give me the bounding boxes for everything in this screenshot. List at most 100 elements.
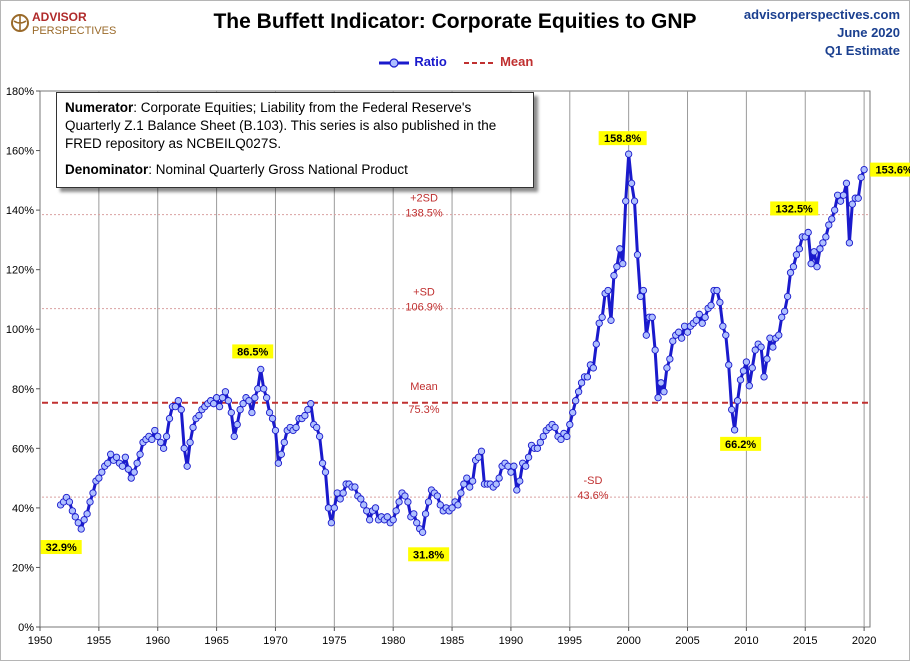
ratio-data-point: [510, 462, 518, 470]
ratio-data-point: [383, 513, 391, 521]
ratio-data-point: [268, 414, 277, 423]
ratio-data-point: [816, 245, 824, 253]
ratio-data-point: [604, 286, 612, 295]
ratio-data-point: [572, 397, 580, 405]
ratio-data-point: [280, 438, 288, 447]
ratio-data-point: [106, 450, 115, 458]
ratio-data-point: [104, 459, 112, 467]
ratio-data-point: [733, 397, 742, 405]
ratio-data-point: [274, 459, 283, 467]
ratio-data-point: [177, 405, 185, 414]
x-tick-label: 1985: [440, 635, 464, 647]
ratio-data-point: [118, 462, 127, 470]
ratio-data-point: [692, 316, 700, 324]
ratio-data-point: [112, 453, 121, 461]
ratio-data-point: [736, 376, 745, 384]
legend: Ratio Mean: [0, 53, 910, 69]
ratio-data-point: [610, 271, 618, 280]
annotation-label: 31.8%: [413, 549, 444, 561]
annotation-label: 66.2%: [725, 439, 756, 451]
ratio-data-point: [854, 194, 862, 202]
ratio-data-point: [795, 245, 804, 253]
reference-line-name: Mean: [410, 381, 438, 393]
annotation-highlight: [870, 162, 910, 177]
numerator-label: Numerator: [65, 100, 134, 115]
ratio-data-point: [763, 355, 771, 363]
ratio-data-point: [154, 432, 162, 441]
ratio-data-point: [492, 480, 500, 488]
ratio-data-point: [227, 408, 235, 417]
ratio-data-point: [633, 251, 642, 259]
ratio-data-point: [98, 468, 106, 476]
ratio-data-point: [598, 313, 606, 321]
ratio-data-point: [395, 498, 403, 506]
ratio-data-point: [162, 432, 171, 441]
ratio-data-point: [507, 468, 515, 476]
y-tick-label: 40%: [12, 503, 34, 515]
brand-top: ADVISOR: [32, 10, 87, 24]
ratio-data-point: [592, 340, 600, 348]
ratio-data-point: [695, 310, 703, 318]
x-tick-label: 1960: [145, 635, 169, 647]
ratio-data-point: [230, 432, 238, 441]
ratio-data-point: [339, 489, 347, 497]
x-tick-label: 1995: [558, 635, 582, 647]
site-url[interactable]: advisorperspectives.com: [743, 7, 900, 22]
ratio-data-point: [157, 438, 165, 447]
ratio-data-point: [719, 322, 727, 330]
ratio-data-point: [713, 286, 721, 295]
ratio-data-point: [301, 411, 309, 420]
ratio-data-point: [133, 459, 141, 467]
ratio-data-point: [533, 444, 542, 452]
ratio-data-point: [65, 498, 74, 506]
ratio-data-point: [825, 221, 833, 229]
ratio-data-point: [845, 239, 854, 247]
ratio-data-point: [239, 400, 247, 408]
reference-line-value: 106.9%: [405, 302, 443, 314]
ratio-data-point: [539, 432, 547, 441]
ratio-data-point: [675, 328, 683, 336]
ratio-data-point: [739, 367, 748, 375]
ratio-data-point: [630, 197, 639, 205]
ratio-data-point: [404, 498, 412, 506]
ratio-data-point: [171, 402, 180, 411]
advisor-perspectives-logo: ADVISOR PERSPECTIVES: [11, 10, 116, 37]
y-tick-label: 120%: [6, 265, 34, 277]
ratio-data-point: [677, 334, 686, 342]
ratio-data-point: [810, 248, 818, 256]
x-tick-label: 2005: [675, 635, 699, 647]
ratio-data-point: [842, 179, 851, 187]
ratio-data-point: [730, 426, 739, 434]
legend-item-ratio: Ratio: [377, 54, 447, 69]
ratio-data-point: [642, 331, 650, 339]
ratio-data-point: [857, 173, 865, 182]
y-tick-label: 60%: [12, 443, 34, 455]
ratio-data-point: [165, 414, 174, 423]
ratio-data-point: [607, 316, 615, 324]
ratio-data-point: [277, 450, 285, 458]
ratio-data-point: [454, 501, 462, 509]
ratio-data-point: [457, 489, 465, 497]
ratio-data-point: [616, 245, 624, 253]
ratio-data-point: [313, 423, 321, 432]
annotation-label: 158.8%: [604, 133, 642, 145]
ratio-data-point: [860, 165, 868, 174]
ratio-data-point: [722, 331, 730, 339]
ratio-data-point: [831, 206, 839, 214]
ratio-data-point: [127, 474, 135, 482]
x-tick-label: 1975: [322, 635, 346, 647]
y-tick-label: 140%: [6, 205, 34, 217]
legend-label-ratio: Ratio: [414, 54, 447, 70]
ratio-data-point: [389, 516, 397, 524]
ratio-data-point: [574, 388, 583, 396]
x-tick-label: 1955: [87, 635, 111, 647]
ratio-data-point: [728, 405, 736, 414]
ratio-data-point: [663, 364, 671, 372]
annotation-highlight: [598, 131, 647, 146]
ratio-data-point: [595, 319, 603, 327]
source-note-box: Numerator: Corporate Equities; Liability…: [56, 92, 534, 188]
ratio-series-line: [59, 152, 866, 534]
annotation-highlight: [720, 436, 762, 451]
ratio-data-point: [648, 313, 656, 321]
ratio-data-point: [271, 426, 280, 435]
